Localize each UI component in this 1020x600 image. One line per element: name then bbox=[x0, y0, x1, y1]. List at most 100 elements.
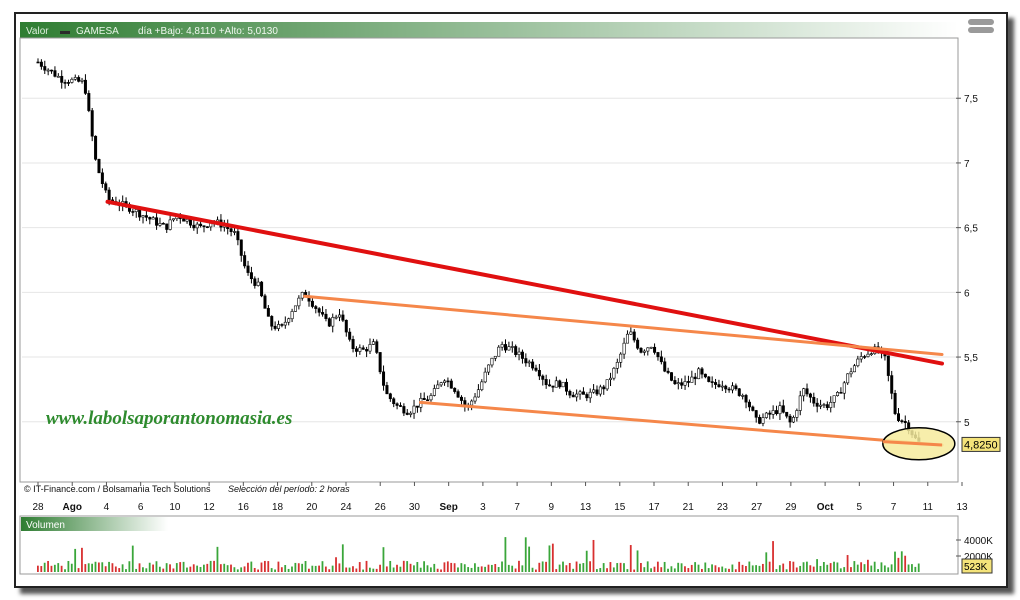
volume-bar bbox=[568, 562, 571, 572]
window-control-button[interactable] bbox=[968, 27, 994, 33]
volume-bar bbox=[714, 565, 717, 572]
candle-body bbox=[670, 372, 674, 381]
volume-bar bbox=[650, 568, 652, 572]
volume-bar bbox=[582, 563, 585, 572]
volume-bar bbox=[335, 557, 337, 572]
candle-body bbox=[314, 306, 318, 309]
candle-body bbox=[232, 231, 236, 233]
volume-bar bbox=[118, 568, 121, 572]
candle-body bbox=[869, 353, 873, 355]
candle-body bbox=[758, 416, 762, 424]
volume-bar bbox=[60, 565, 63, 572]
volume-bar bbox=[291, 566, 293, 572]
candle-body bbox=[236, 231, 240, 241]
volume-bar bbox=[734, 569, 737, 572]
volume-bar bbox=[585, 550, 588, 572]
volume-bar bbox=[338, 563, 341, 572]
volume-bar bbox=[375, 568, 378, 572]
candle-body bbox=[625, 333, 629, 344]
volume-bar bbox=[365, 560, 368, 572]
candle-body bbox=[172, 218, 176, 221]
candle-body bbox=[280, 324, 284, 326]
volume-bar bbox=[128, 561, 131, 572]
credits-period: Selección del período: 2 horas bbox=[228, 484, 350, 494]
candle-body bbox=[609, 377, 613, 380]
candle-body bbox=[487, 364, 491, 373]
volume-tick-label: 4000K bbox=[964, 536, 993, 547]
candle-body bbox=[734, 385, 738, 390]
candle-body bbox=[382, 371, 386, 386]
candle-body bbox=[852, 365, 856, 373]
volume-bar bbox=[680, 563, 683, 572]
candle-body bbox=[598, 386, 602, 395]
candle-body bbox=[107, 189, 111, 201]
volume-bar bbox=[843, 567, 846, 572]
candle-body bbox=[839, 392, 843, 394]
candle-body bbox=[676, 382, 680, 385]
candle-body bbox=[97, 158, 101, 174]
candle-body bbox=[429, 395, 433, 401]
candle-body bbox=[808, 393, 812, 398]
volume-bar bbox=[206, 563, 209, 572]
volume-bar bbox=[172, 568, 175, 572]
volume-bar bbox=[829, 563, 832, 572]
price-grid bbox=[22, 97, 956, 423]
volume-bar bbox=[724, 568, 727, 572]
chart-frame: Valor ▬ GAMESA día +Bajo: 4,8110 +Alto: … bbox=[14, 12, 1008, 588]
candle-body bbox=[283, 321, 287, 326]
volume-bar bbox=[643, 567, 646, 572]
volume-bar bbox=[894, 551, 896, 572]
x-tick-label: 24 bbox=[340, 502, 352, 513]
candle-body bbox=[802, 388, 806, 397]
y-tick-label: 7,5 bbox=[964, 94, 978, 105]
volume-bar bbox=[836, 562, 839, 572]
candle-body bbox=[656, 352, 660, 358]
volume-bar bbox=[399, 566, 402, 572]
candle-body bbox=[182, 218, 186, 222]
candle-body bbox=[798, 395, 802, 411]
valor-label: Valor bbox=[26, 26, 49, 37]
candle-body bbox=[449, 380, 453, 389]
candle-body bbox=[256, 281, 260, 286]
window-control-button[interactable] bbox=[968, 19, 994, 25]
volume-bar bbox=[111, 563, 114, 572]
last-price-box bbox=[961, 436, 1001, 452]
highlight-ellipse bbox=[882, 427, 956, 461]
volume-bar bbox=[138, 563, 141, 572]
volume-bar bbox=[413, 565, 415, 572]
volume-label: Volumen bbox=[26, 520, 65, 531]
ticker-icon: ▬ bbox=[60, 26, 70, 37]
volume-bar bbox=[230, 564, 232, 572]
candle-body bbox=[686, 381, 690, 383]
volume-bar bbox=[667, 568, 669, 572]
volume-bar bbox=[833, 561, 835, 572]
candle-body bbox=[564, 381, 568, 392]
volume-bar bbox=[504, 537, 507, 572]
volume-bar bbox=[443, 562, 446, 572]
volume-bar bbox=[419, 567, 422, 572]
volume-bar bbox=[612, 567, 615, 572]
candle-body bbox=[365, 349, 369, 352]
candle-body bbox=[775, 410, 779, 415]
volume-bar bbox=[199, 566, 202, 572]
volume-axis: 4000K 2000K bbox=[956, 536, 993, 563]
volume-bar bbox=[551, 543, 554, 572]
candle-body bbox=[80, 79, 84, 82]
volume-bar bbox=[497, 567, 500, 572]
candle-body bbox=[785, 411, 789, 417]
date-axis: 28 Ago 4 6 10 12 16 18 20 24 26 30 Sep 3 7 9 13 15 17 21 23 2… bbox=[32, 482, 968, 513]
volume-bar bbox=[877, 569, 879, 572]
volume-bar bbox=[369, 567, 371, 572]
candle-body bbox=[453, 387, 457, 392]
volume-bar bbox=[267, 561, 270, 572]
volume-bar bbox=[385, 566, 388, 572]
candle-body bbox=[700, 368, 704, 375]
volume-bar bbox=[572, 568, 575, 572]
volume-bar bbox=[165, 563, 168, 572]
candle-body bbox=[531, 361, 535, 369]
volume-bar bbox=[809, 565, 812, 572]
candle-body bbox=[659, 356, 663, 363]
volume-bar bbox=[219, 564, 222, 572]
candle-body bbox=[368, 344, 372, 352]
volume-bar bbox=[538, 562, 541, 572]
